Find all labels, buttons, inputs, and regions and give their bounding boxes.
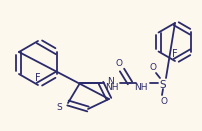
Text: S: S bbox=[56, 103, 62, 113]
Text: N: N bbox=[106, 77, 113, 86]
Text: F: F bbox=[171, 49, 177, 59]
Text: O: O bbox=[149, 62, 156, 72]
Text: O: O bbox=[115, 59, 122, 67]
Text: NH: NH bbox=[105, 83, 118, 91]
Text: S: S bbox=[159, 80, 165, 90]
Text: O: O bbox=[160, 97, 167, 105]
Text: F: F bbox=[35, 73, 41, 83]
Text: NH: NH bbox=[134, 83, 147, 91]
